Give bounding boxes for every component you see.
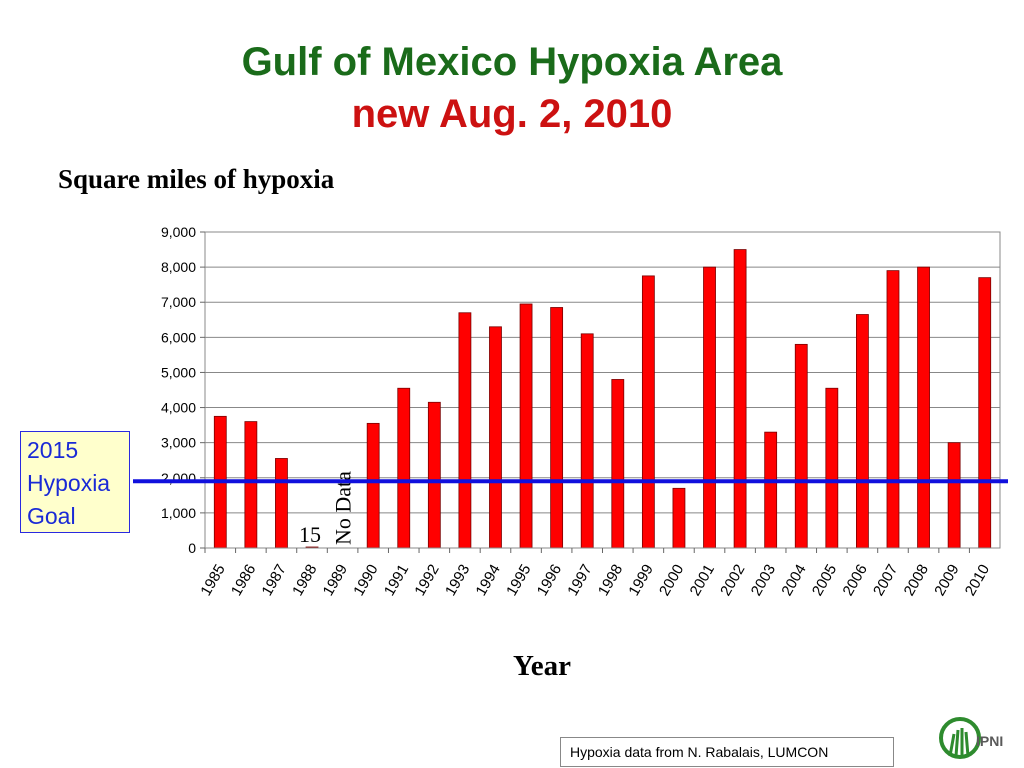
ipni-logo-icon: IPNI xyxy=(939,717,1003,759)
bar-2008 xyxy=(917,266,930,549)
bar-2004 xyxy=(794,343,808,549)
x-tick-label: 1989 xyxy=(320,562,351,599)
bar-1997 xyxy=(580,333,594,549)
bar-1993 xyxy=(458,312,472,549)
goal-label-line-1: 2015 xyxy=(27,437,79,463)
x-tick-label: 1998 xyxy=(595,562,626,599)
x-tick-label: 1996 xyxy=(534,562,565,599)
x-tick-label: 2006 xyxy=(839,562,870,599)
bar-1996 xyxy=(550,307,564,549)
bar-1987 xyxy=(275,458,288,549)
y-tick-label: 9,000 xyxy=(161,224,196,240)
x-tick-label: 1995 xyxy=(503,562,534,599)
x-tick-labels: 1985 1986 1987 1988 1989 1990 1991 1992 1993 1994… xyxy=(197,562,993,599)
bar-1992 xyxy=(427,401,441,549)
x-tick-label: 2003 xyxy=(748,562,779,599)
x-tick-label: 1999 xyxy=(625,562,656,599)
x-tick-label: 1993 xyxy=(442,562,473,599)
chart-subtitle: new Aug. 2, 2010 xyxy=(351,92,673,136)
bar-2000 xyxy=(672,487,686,549)
x-tick-label: 2004 xyxy=(778,562,809,599)
x-tick-label: 2001 xyxy=(687,562,718,599)
y-tick-labels: 0 1,000 2,000 3,000 4,000 5,000 6,000 7,000 8,00… xyxy=(161,224,196,556)
x-tick-label: 2005 xyxy=(809,562,840,599)
y-tick-label: 7,000 xyxy=(161,294,196,310)
bar-2009 xyxy=(947,442,961,549)
y-tick-label: 6,000 xyxy=(161,329,196,345)
plot-frame xyxy=(204,231,1001,549)
logo-text: IPNI xyxy=(976,733,1003,749)
x-tick-label: 1990 xyxy=(350,562,381,599)
y-tick-label: 4,000 xyxy=(161,400,196,416)
x-tick-label: 1985 xyxy=(197,562,228,599)
bar-2003 xyxy=(764,431,778,549)
bar-1994 xyxy=(489,326,502,549)
axes xyxy=(200,231,1001,553)
x-tick-label: 1997 xyxy=(564,562,595,599)
x-tick-label: 2008 xyxy=(901,562,932,599)
y-tick-label: 1,000 xyxy=(161,505,196,521)
x-tick-label: 1992 xyxy=(411,562,442,599)
y-tick-label: 3,000 xyxy=(161,435,196,451)
y-tick-label: 0 xyxy=(188,540,196,556)
x-tick-label: 2002 xyxy=(717,562,748,599)
bar-1995 xyxy=(519,303,533,549)
bar-2007 xyxy=(886,270,900,549)
bar-2001 xyxy=(703,266,716,549)
bar-1999 xyxy=(641,275,655,549)
bar-2002 xyxy=(733,249,747,549)
x-tick-label: 2000 xyxy=(656,562,687,599)
gridlines xyxy=(205,231,1000,549)
x-tick-label: 1994 xyxy=(473,562,504,599)
y-tick-label: 5,000 xyxy=(161,364,196,380)
chart-title: Gulf of Mexico Hypoxia Area xyxy=(241,40,783,84)
y-tick-label: 2,000 xyxy=(161,470,196,486)
bar-1991 xyxy=(397,387,411,549)
x-tick-label: 2010 xyxy=(962,562,993,599)
bar-1986 xyxy=(244,421,258,549)
goal-label-line-3: Goal xyxy=(27,503,76,529)
x-tick-label: 1991 xyxy=(381,562,412,599)
goal-legend-box: 2015 Hypoxia Goal xyxy=(20,431,130,533)
bar-1998 xyxy=(611,379,625,549)
y-axis-label: Square miles of hypoxia xyxy=(58,164,335,194)
bar-2010 xyxy=(978,277,992,549)
bar-2006 xyxy=(856,314,869,549)
annotation-value: 15 xyxy=(299,522,321,547)
x-tick-label: 2007 xyxy=(870,562,901,599)
x-tick-label: 2009 xyxy=(931,562,962,599)
x-tick-label: 1988 xyxy=(289,562,320,599)
x-tick-label: 1987 xyxy=(258,562,289,599)
x-axis-label: Year xyxy=(513,650,571,682)
source-note: Hypoxia data from N. Rabalais, LUMCON xyxy=(560,737,894,767)
bar-1990 xyxy=(366,422,380,549)
bar-2005 xyxy=(825,387,839,549)
y-tick-label: 8,000 xyxy=(161,259,196,275)
x-tick-label: 1986 xyxy=(228,562,259,599)
goal-label-line-2: Hypoxia xyxy=(27,470,111,496)
